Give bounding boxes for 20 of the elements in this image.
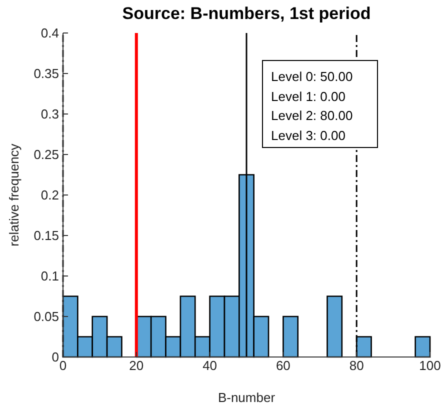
y-tick-label: 0.15 [34, 228, 59, 244]
x-tick-label: 20 [129, 358, 144, 374]
annotation: Level 1: 0.00 [271, 88, 346, 106]
annotation: Level 2: 80.00 [271, 107, 354, 125]
x-tick-label: 100 [419, 358, 441, 374]
chart-title: Source: B-numbers, 1st period [121, 4, 372, 24]
x-tick-label: 80 [349, 358, 364, 374]
x-tick-label: 60 [276, 358, 290, 374]
y-tick-label: 0.4 [40, 26, 59, 41]
y-tick-label: 0.25 [34, 147, 59, 162]
y-tick-label: 0.05 [34, 309, 59, 324]
y-tick-label: 0.35 [34, 66, 59, 82]
y-axis-title: relative frequency [6, 143, 22, 246]
y-tick-label: 0.2 [40, 188, 59, 203]
annotation: Level 0: 50.00 [271, 68, 354, 86]
y-tick-label: 0.3 [40, 106, 59, 122]
y-tick-label: 0.1 [40, 268, 59, 284]
x-tick-label: 40 [202, 358, 218, 374]
x-axis-title: B-number [218, 390, 276, 404]
annotation: Level 3: 0.00 [271, 126, 346, 144]
